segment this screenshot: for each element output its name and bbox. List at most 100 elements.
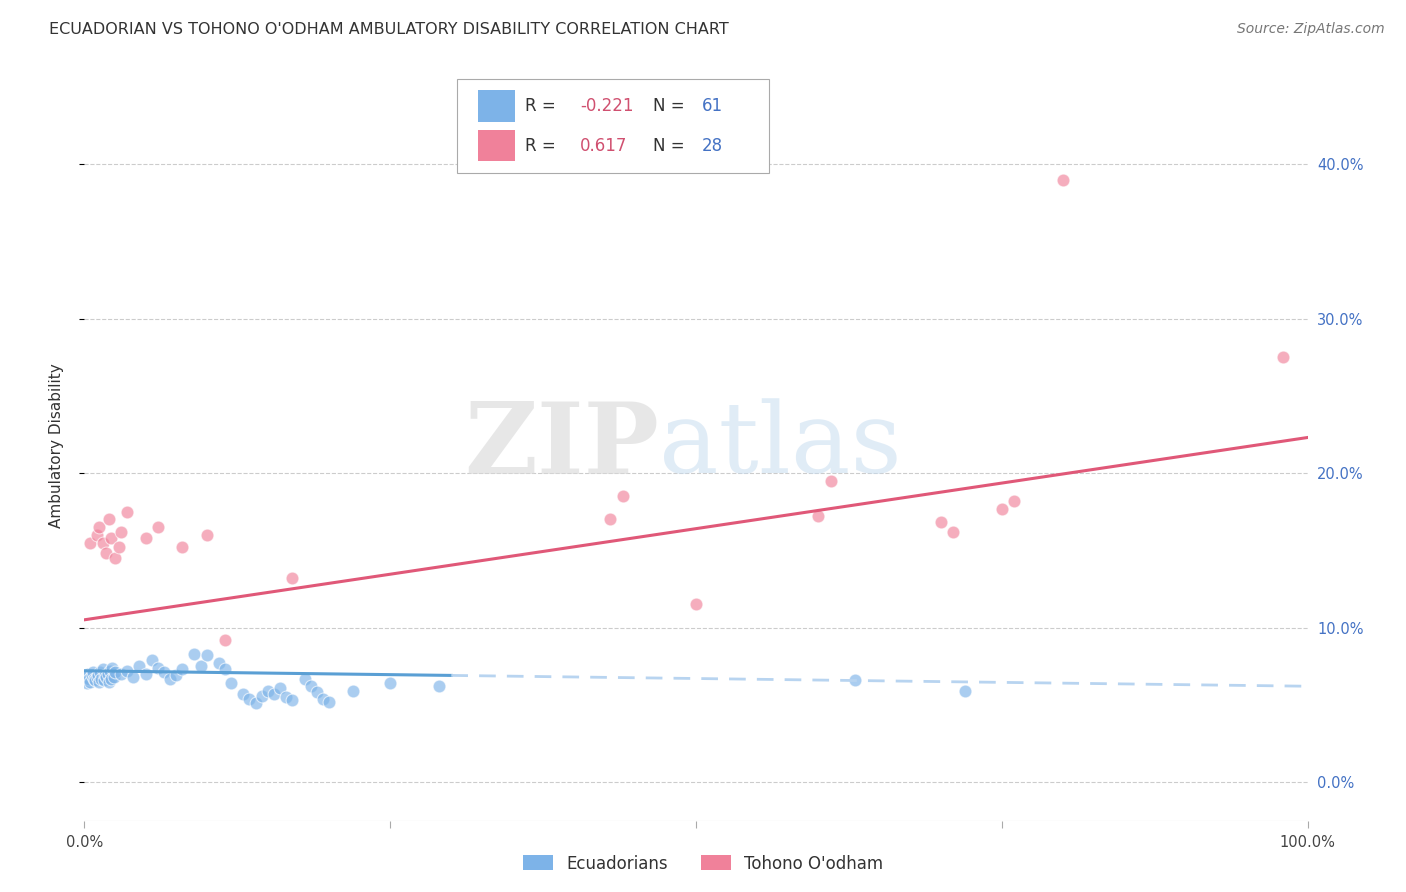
Point — [115, 664, 138, 678]
Point — [929, 516, 952, 530]
Point — [110, 666, 132, 681]
Text: R =: R = — [524, 97, 561, 115]
Point — [77, 666, 100, 681]
Point — [135, 666, 157, 681]
Point — [96, 670, 118, 684]
Point — [219, 676, 242, 690]
Point — [807, 509, 830, 524]
Point — [820, 474, 842, 488]
Text: N =: N = — [654, 97, 690, 115]
Point — [159, 672, 181, 686]
Point — [110, 524, 132, 539]
Point — [263, 687, 285, 701]
Point — [101, 661, 124, 675]
Point — [214, 632, 236, 647]
Point — [214, 662, 236, 676]
Point — [942, 524, 965, 539]
Point — [281, 693, 304, 707]
Point — [195, 528, 218, 542]
Point — [83, 672, 105, 686]
Point — [153, 665, 176, 680]
Point — [87, 668, 110, 682]
Point — [195, 648, 218, 663]
Point — [91, 662, 114, 676]
Point — [1272, 350, 1295, 364]
Point — [299, 679, 322, 693]
Point — [100, 672, 122, 686]
Point — [96, 546, 118, 560]
Point — [91, 535, 114, 549]
Point — [122, 670, 145, 684]
Point — [89, 665, 111, 680]
Point — [257, 684, 280, 698]
Point — [82, 665, 104, 680]
FancyBboxPatch shape — [457, 78, 769, 172]
Point — [599, 512, 621, 526]
Point — [276, 690, 298, 704]
Text: 61: 61 — [702, 97, 723, 115]
Text: -0.221: -0.221 — [579, 97, 633, 115]
Point — [104, 665, 127, 680]
Text: ECUADORIAN VS TOHONO O'ODHAM AMBULATORY DISABILITY CORRELATION CHART: ECUADORIAN VS TOHONO O'ODHAM AMBULATORY … — [49, 22, 728, 37]
Text: ZIP: ZIP — [464, 398, 659, 494]
Point — [86, 528, 108, 542]
Legend: Ecuadorians, Tohono O'odham: Ecuadorians, Tohono O'odham — [516, 848, 890, 880]
Point — [427, 679, 450, 693]
Point — [190, 659, 212, 673]
Text: N =: N = — [654, 136, 690, 154]
Point — [100, 531, 122, 545]
Point — [77, 672, 100, 686]
Point — [318, 695, 340, 709]
Point — [141, 653, 163, 667]
Point — [98, 664, 121, 678]
Point — [1002, 493, 1025, 508]
Text: 0.617: 0.617 — [579, 136, 627, 154]
Point — [245, 696, 267, 710]
Point — [208, 656, 231, 670]
Point — [844, 673, 866, 687]
Point — [76, 676, 98, 690]
Point — [232, 687, 254, 701]
Point — [281, 571, 304, 585]
Y-axis label: Ambulatory Disability: Ambulatory Disability — [49, 364, 63, 528]
Point — [685, 598, 707, 612]
Point — [128, 659, 150, 673]
Point — [172, 662, 194, 676]
Point — [991, 501, 1014, 516]
Point — [380, 676, 402, 690]
Point — [342, 684, 364, 698]
Point — [87, 520, 110, 534]
Point — [115, 505, 138, 519]
Point — [146, 520, 169, 534]
Text: R =: R = — [524, 136, 561, 154]
Point — [79, 535, 101, 549]
Point — [1052, 172, 1074, 186]
Point — [94, 668, 117, 682]
Point — [165, 668, 187, 682]
Point — [84, 673, 107, 687]
Point — [97, 666, 120, 681]
Text: atlas: atlas — [659, 398, 903, 494]
Text: 28: 28 — [702, 136, 723, 154]
Point — [305, 685, 328, 699]
Point — [90, 672, 112, 686]
FancyBboxPatch shape — [478, 129, 515, 161]
Point — [104, 551, 127, 566]
Text: Source: ZipAtlas.com: Source: ZipAtlas.com — [1237, 22, 1385, 37]
Point — [97, 512, 120, 526]
Point — [294, 672, 316, 686]
Point — [250, 689, 273, 703]
Point — [269, 681, 291, 695]
Point — [183, 647, 205, 661]
Point — [238, 691, 260, 706]
Point — [312, 691, 335, 706]
Point — [172, 540, 194, 554]
FancyBboxPatch shape — [478, 90, 515, 121]
Point — [80, 668, 103, 682]
Point — [86, 670, 108, 684]
Point — [75, 670, 97, 684]
Point — [107, 540, 129, 554]
Point — [146, 661, 169, 675]
Point — [87, 674, 110, 689]
Point — [79, 674, 101, 689]
